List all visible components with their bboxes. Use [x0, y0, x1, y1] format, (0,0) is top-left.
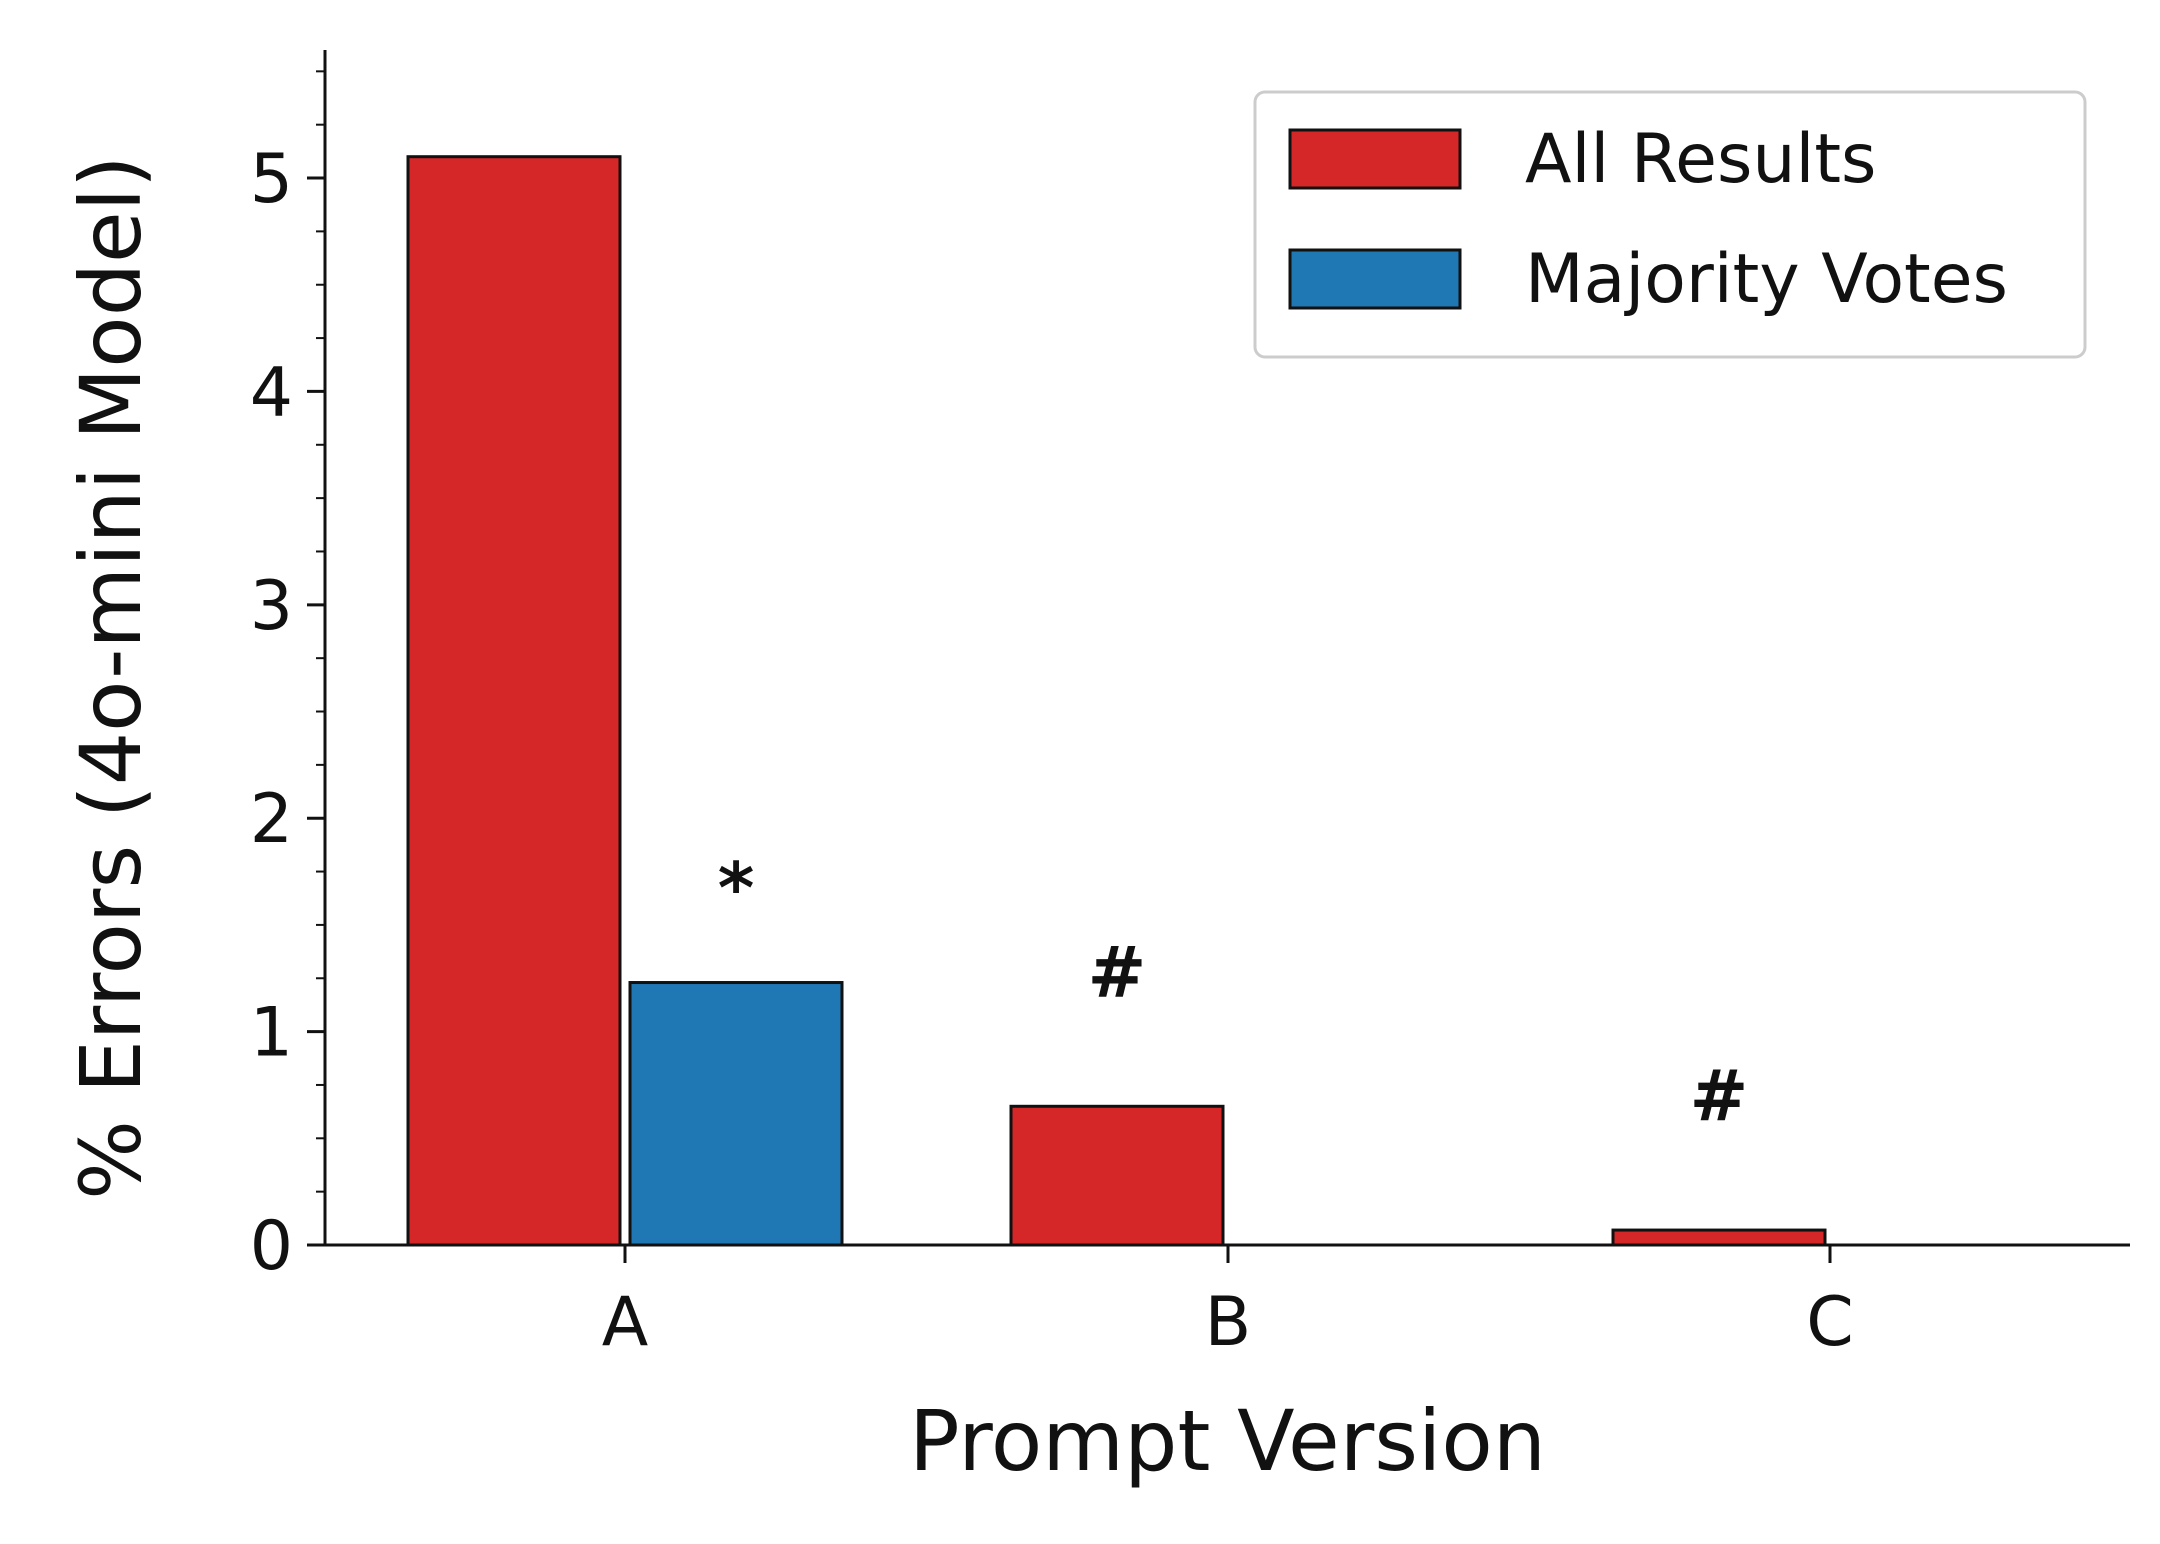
annotation-c-hash: #: [1690, 1055, 1749, 1137]
x-tick-label-c: C: [1806, 1283, 1853, 1362]
y-tick-label: 0: [250, 1207, 293, 1286]
annotation-a-asterisk: *: [718, 848, 755, 930]
annotations: * # #: [718, 848, 1749, 1138]
legend-box: [1253, 90, 2087, 359]
bars-layer: [406, 155, 1827, 1247]
legend-label-all-results: All Results: [1525, 120, 1876, 199]
bar-all-results-a: [406, 155, 622, 1247]
y-tick-label: 2: [250, 780, 293, 859]
y-tick-label: 5: [250, 140, 293, 219]
x-ticks: A B C: [602, 1245, 1854, 1362]
y-axis-title: % Errors (4o-mini Model): [62, 155, 160, 1200]
bar-all-results-c: [1611, 1228, 1827, 1247]
x-tick-label-a: A: [602, 1283, 649, 1362]
bar-majority-votes-a: [628, 981, 844, 1247]
legend-swatch-all-results: [1288, 128, 1462, 190]
y-tick-label: 4: [250, 353, 293, 432]
bar-all-results-b: [1009, 1104, 1225, 1247]
x-tick-label-b: B: [1205, 1283, 1252, 1362]
y-tick-label: 3: [250, 567, 293, 646]
legend-swatch-majority-votes: [1288, 248, 1462, 310]
y-ticks: 0 1 2 3 4 5: [250, 70, 325, 1286]
annotation-b-hash: #: [1088, 931, 1147, 1013]
y-tick-label: 1: [250, 994, 293, 1073]
legend: All Results Majority Votes: [1253, 90, 2087, 359]
legend-label-majority-votes: Majority Votes: [1525, 240, 2008, 319]
x-axis-title: Prompt Version: [909, 1392, 1546, 1490]
